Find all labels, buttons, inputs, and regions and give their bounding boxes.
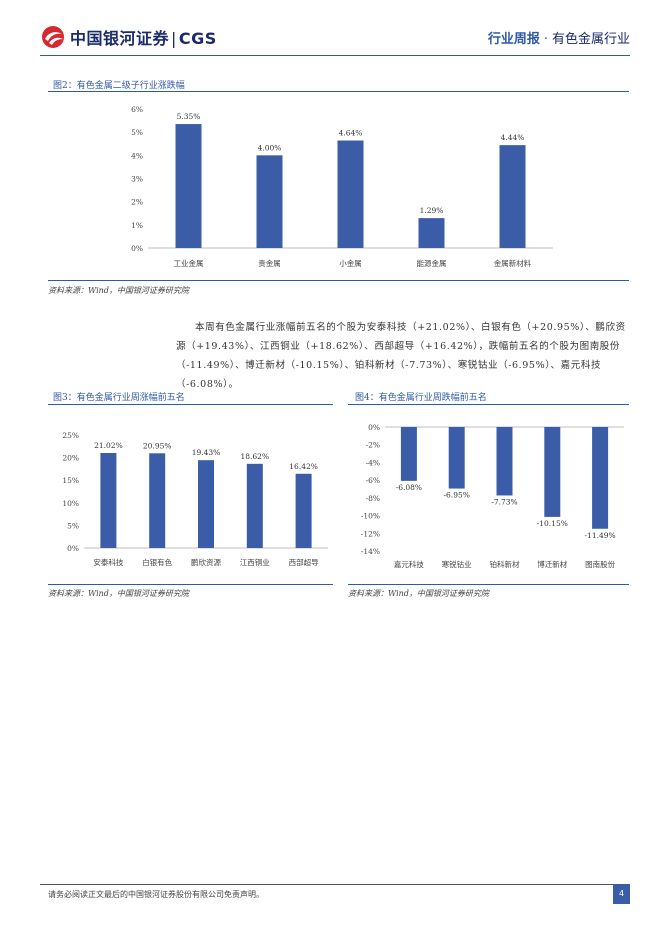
fig4-category-label: 图南股份: [585, 559, 615, 569]
fig4-ytick-label: -8%: [366, 494, 380, 503]
figure4-bottom-rule: [348, 584, 629, 585]
page-number: 4: [613, 884, 630, 904]
footer-rule: [40, 884, 630, 885]
fig3-ytick-label: 0%: [67, 544, 79, 553]
fig4-ytick-label: -6%: [366, 476, 380, 485]
fig4-category-label: 铂科新材: [490, 559, 520, 569]
figure3-title: 图3：有色金属行业周涨幅前五名: [53, 393, 185, 403]
figure3-chart: 0% 5% 10% 15% 20% 25% 21.02% 安泰科技 20.95% 白银有色 19.4…: [62, 431, 328, 567]
fig4-data-label: -6.08%: [396, 483, 422, 492]
fig2-ytick-label: 2%: [131, 198, 143, 207]
body-paragraph-text: 本周有色金属行业涨幅前五名的个股为安泰科技（+21.02%）、白银有色（+20.…: [176, 322, 626, 390]
cgs-logo-icon: [42, 26, 64, 48]
figure2-chart: 0% 1% 2% 3% 4% 5% 6% 5.35% 工业金属 4.00% 贵金属 4.64% 小金属 1…: [131, 105, 553, 268]
fig3-bar: [149, 453, 166, 548]
fig2-data-label: 1.29%: [420, 206, 444, 215]
fig3-data-label: 20.95%: [143, 441, 172, 450]
fig2-ytick-label: 4%: [131, 151, 143, 160]
fig3-ytick-label: 10%: [62, 499, 79, 508]
footer-disclaimer: 请务必阅读正文最后的中国银河证券股份有限公司免责声明。: [48, 890, 264, 899]
body-paragraph: 本周有色金属行业涨幅前五名的个股为安泰科技（+21.02%）、白银有色（+20.…: [176, 318, 630, 394]
fig2-ytick-label: 3%: [131, 175, 143, 184]
figure3-top-rule: [48, 404, 333, 405]
fig2-category-label: 工业金属: [174, 258, 204, 268]
fig3-category-label: 西部超导: [289, 557, 319, 567]
fig4-ytick-label: -4%: [366, 458, 380, 467]
fig3-category-label: 江西铜业: [240, 557, 270, 567]
figure2-source: 资料来源：Wind，中国银河证券研究院: [48, 286, 189, 295]
fig3-ytick-label: 20%: [62, 454, 79, 463]
fig2-category-label: 金属新材料: [494, 258, 532, 268]
figure2-bottom-rule: [48, 280, 629, 281]
fig4-bar: [544, 427, 561, 517]
fig2-category-label: 贵金属: [258, 258, 281, 268]
figure4-top-rule: [348, 404, 629, 405]
fig4-ytick-label: -14%: [361, 547, 380, 556]
fig3-data-label: 16.42%: [289, 462, 318, 471]
fig2-bar: [337, 140, 364, 248]
fig3-data-label: 18.62%: [240, 452, 269, 461]
fig4-data-label: -6.95%: [444, 491, 470, 500]
fig4-data-label: -10.15%: [537, 519, 568, 528]
figure4-title: 图4：有色金属行业周跌幅前五名: [355, 393, 487, 403]
fig3-ytick-label: 25%: [62, 431, 79, 440]
fig3-data-label: 19.43%: [192, 448, 221, 457]
fig3-bar: [246, 463, 263, 548]
figure2-title: 图2：有色金属二级子行业涨跌幅: [53, 81, 185, 91]
header-rule: [40, 55, 630, 56]
fig2-data-label: 4.00%: [258, 143, 282, 152]
fig3-category-label: 白银有色: [142, 557, 172, 567]
fig4-bar: [592, 427, 609, 529]
fig4-bar: [400, 427, 417, 481]
fig4-ytick-label: -12%: [361, 529, 380, 538]
figure3-bottom-rule: [48, 584, 333, 585]
fig3-category-label: 鹏欣资源: [191, 557, 221, 567]
fig3-data-label: 21.02%: [94, 441, 123, 450]
fig2-ytick-label: 1%: [131, 221, 143, 230]
brand-separator: |: [171, 29, 177, 48]
fig3-ytick-label: 15%: [62, 476, 79, 485]
brand-logo: 中国银河证券 | CGS: [70, 25, 217, 49]
fig2-bar: [499, 145, 526, 248]
fig4-category-label: 博迁新材: [537, 559, 567, 569]
fig4-data-label: -11.49%: [585, 531, 616, 540]
fig2-ytick-label: 5%: [131, 128, 143, 137]
fig4-bar: [448, 427, 465, 489]
fig2-ytick-label: 6%: [131, 105, 143, 114]
fig2-data-label: 4.44%: [501, 133, 525, 142]
fig2-category-label: 小金属: [339, 258, 362, 268]
report-type: 行业周报: [487, 32, 540, 47]
fig4-bar: [496, 427, 513, 496]
fig2-ytick-label: 0%: [131, 244, 143, 253]
fig4-category-label: 寒锐钴业: [442, 559, 472, 569]
fig3-bar: [100, 452, 117, 548]
fig3-bar: [295, 473, 312, 548]
fig4-ytick-label: -10%: [361, 512, 380, 521]
brand-name: 中国银河证券: [70, 29, 170, 48]
report-header: 行业周报 · 有色金属行业: [488, 28, 630, 47]
fig4-ytick-label: 0%: [368, 423, 380, 432]
header-dot: ·: [543, 32, 548, 47]
fig4-category-label: 嘉元科技: [394, 559, 424, 569]
brand-abbr: CGS: [178, 29, 217, 48]
figure3-source: 资料来源：Wind，中国银河证券研究院: [48, 589, 189, 598]
fig3-ytick-label: 5%: [67, 521, 79, 530]
fig3-bar: [198, 460, 214, 548]
figure4-chart: 0% -2% -4% -6% -8% -10% -12% -14% -6.08% 嘉元科技 -6.9…: [361, 423, 624, 569]
fig3-category-label: 安泰科技: [93, 557, 123, 567]
report-sector: 有色金属行业: [551, 32, 630, 47]
fig4-data-label: -7.73%: [491, 497, 517, 506]
fig2-data-label: 5.35%: [177, 112, 201, 121]
fig4-ytick-label: -2%: [366, 441, 380, 450]
fig2-bar: [256, 155, 283, 248]
fig2-category-label: 能源金属: [417, 258, 447, 268]
figure4-source: 资料来源：Wind，中国银河证券研究院: [348, 589, 489, 598]
fig2-bar: [175, 124, 202, 248]
figure2-top-rule: [48, 91, 629, 92]
fig2-data-label: 4.64%: [339, 129, 363, 138]
fig2-bar: [418, 218, 445, 248]
